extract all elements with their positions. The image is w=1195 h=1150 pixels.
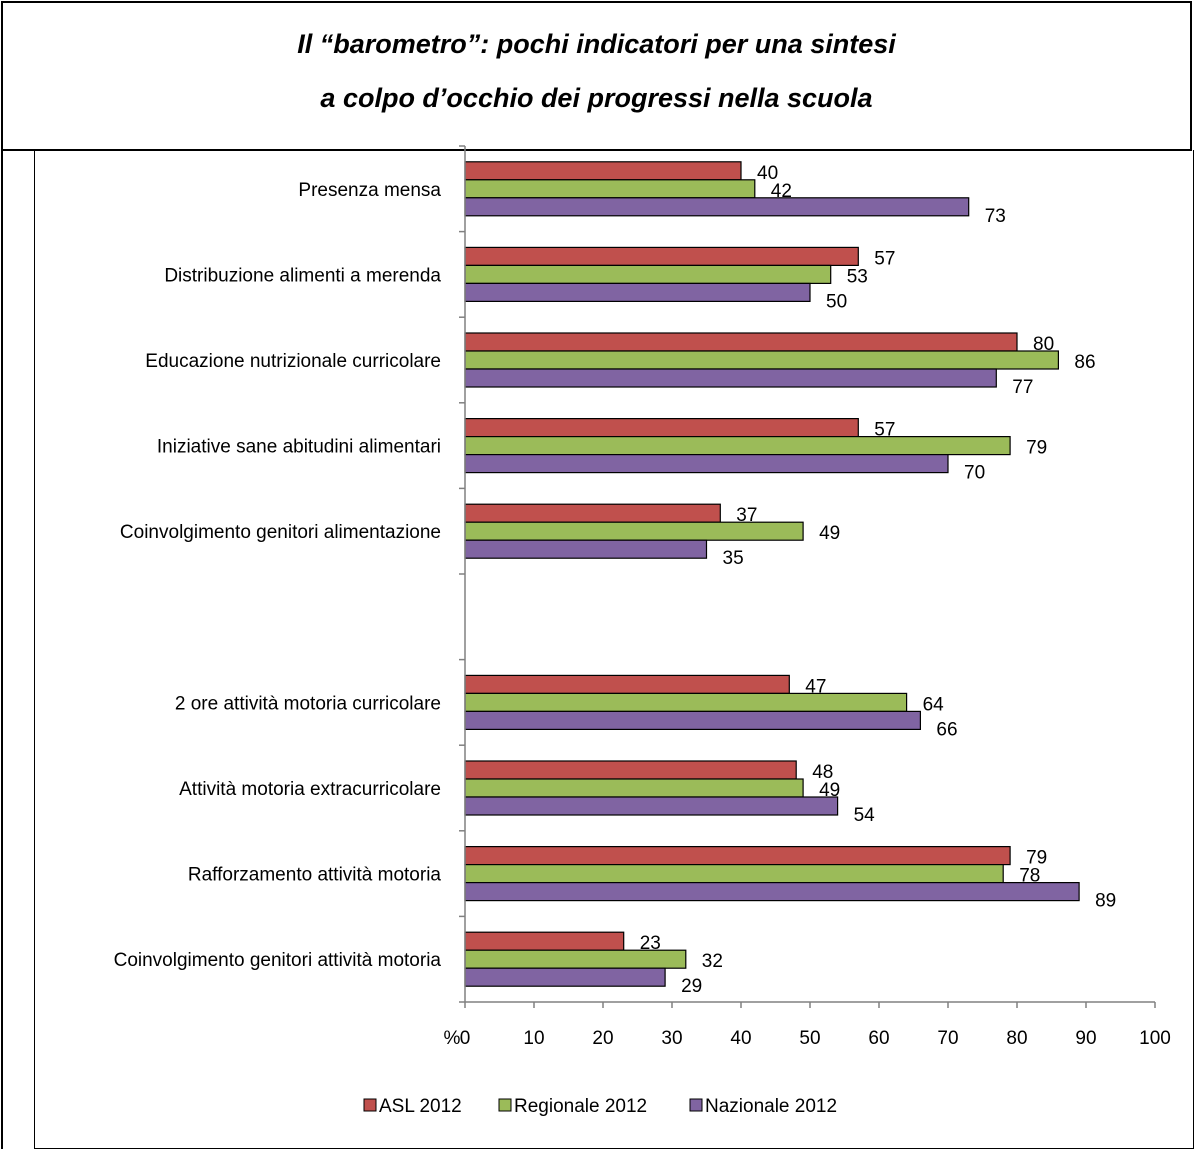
bar-asl-2012	[464, 760, 797, 780]
data-label: 70	[964, 463, 985, 484]
data-label: 37	[736, 505, 757, 526]
data-label: 49	[819, 780, 840, 801]
bar-regionale-2012	[464, 863, 1004, 884]
bar-asl-2012	[464, 674, 790, 695]
data-label: 35	[723, 548, 744, 569]
legend-swatch	[689, 1098, 703, 1112]
data-label: 79	[1026, 848, 1047, 869]
bar-regionale-2012	[464, 436, 1011, 456]
data-label: 23	[640, 933, 661, 954]
data-label: 42	[771, 181, 792, 202]
data-label: 64	[923, 694, 945, 715]
title-box: Il “barometro”: pochi indicatori per una…	[1, 1, 1192, 151]
data-label: 57	[874, 248, 895, 269]
data-label: 54	[854, 805, 876, 826]
x-axis-label: %	[444, 1028, 461, 1049]
bar-nazionale-2012	[464, 967, 666, 987]
category-label: Rafforzamento attività motoria	[188, 865, 442, 886]
bar-asl-2012	[464, 161, 742, 181]
x-tick-label: 70	[937, 1028, 958, 1049]
category-label: Coinvolgimento genitori alimentazione	[120, 522, 441, 543]
data-label: 80	[1033, 334, 1054, 355]
data-label: 49	[819, 523, 840, 544]
legend-label: Nazionale 2012	[705, 1096, 837, 1117]
category-label: 2 ore attività motoria curricolare	[175, 693, 441, 714]
bar-regionale-2012	[464, 179, 756, 199]
bar-regionale-2012	[464, 949, 687, 969]
outer-frame-left	[1, 150, 3, 1149]
bar-nazionale-2012	[464, 282, 811, 302]
bar-asl-2012	[464, 418, 859, 438]
category-label: Attività motoria extracurricolare	[179, 779, 441, 800]
data-label: 40	[757, 163, 778, 184]
data-label: 89	[1095, 891, 1116, 912]
bar-regionale-2012	[464, 778, 804, 798]
bar-asl-2012	[464, 332, 1018, 352]
x-tick-label: 30	[661, 1028, 682, 1049]
data-label: 29	[681, 976, 702, 997]
bar-regionale-2012	[464, 692, 908, 713]
category-label: Distribuzione alimenti a merenda	[164, 265, 441, 286]
data-label: 77	[1012, 377, 1033, 398]
x-tick-label: 20	[592, 1028, 613, 1049]
data-label: 79	[1026, 438, 1047, 459]
bar-nazionale-2012	[464, 881, 1080, 902]
data-label: 73	[985, 206, 1006, 227]
title-line-1: Il “barometro”: pochi indicatori per una…	[297, 29, 896, 59]
bar-regionale-2012	[464, 264, 832, 284]
x-tick-label: 60	[868, 1028, 889, 1049]
data-label: 86	[1074, 352, 1095, 373]
bar-regionale-2012	[464, 350, 1060, 370]
bar-nazionale-2012	[464, 539, 708, 559]
data-label: 48	[812, 762, 833, 783]
data-label: 57	[874, 420, 895, 441]
data-label: 32	[702, 951, 723, 972]
data-label: 66	[936, 719, 957, 740]
x-tick-label: 100	[1139, 1028, 1171, 1049]
bar-nazionale-2012	[464, 368, 997, 388]
bar-nazionale-2012	[464, 197, 970, 217]
legend-group: ASL 2012 Regionale 2012 Nazionale 2012	[363, 1096, 837, 1117]
bar-asl-2012	[464, 246, 859, 266]
x-tick-label: 90	[1075, 1028, 1096, 1049]
x-tick-label: 50	[799, 1028, 820, 1049]
title-line-2: a colpo d’occhio dei progressi nella scu…	[320, 83, 873, 113]
category-label: Iniziative sane abitudini alimentari	[157, 437, 441, 458]
bar-asl-2012	[464, 503, 721, 523]
category-label: Educazione nutrizionale curricolare	[145, 351, 441, 372]
category-label: Coinvolgimento genitori attività motoria	[114, 950, 442, 971]
bar-nazionale-2012	[464, 796, 839, 816]
bar-nazionale-2012	[464, 710, 921, 731]
data-label: 53	[847, 266, 868, 287]
x-tick-label: 80	[1006, 1028, 1027, 1049]
legend-label: Regionale 2012	[514, 1096, 647, 1117]
data-label: 78	[1019, 866, 1040, 887]
data-label: 47	[805, 676, 826, 697]
bar-regionale-2012	[464, 521, 804, 541]
category-label: Presenza mensa	[298, 180, 441, 201]
data-label: 50	[826, 291, 847, 312]
legend-swatch	[363, 1098, 377, 1112]
legend-swatch	[498, 1098, 512, 1112]
bar-asl-2012	[464, 931, 625, 951]
bar-asl-2012	[464, 845, 1011, 866]
bar-nazionale-2012	[464, 454, 949, 474]
x-tick-label: 10	[523, 1028, 544, 1049]
x-tick-label: 40	[730, 1028, 751, 1049]
chart-frame	[34, 150, 1194, 1149]
x-tick-label: 0	[460, 1028, 471, 1049]
axis-group: 0 10 20 30 40 50 60 70 80 90 100%	[444, 145, 1171, 1049]
legend-label: ASL 2012	[379, 1096, 462, 1117]
